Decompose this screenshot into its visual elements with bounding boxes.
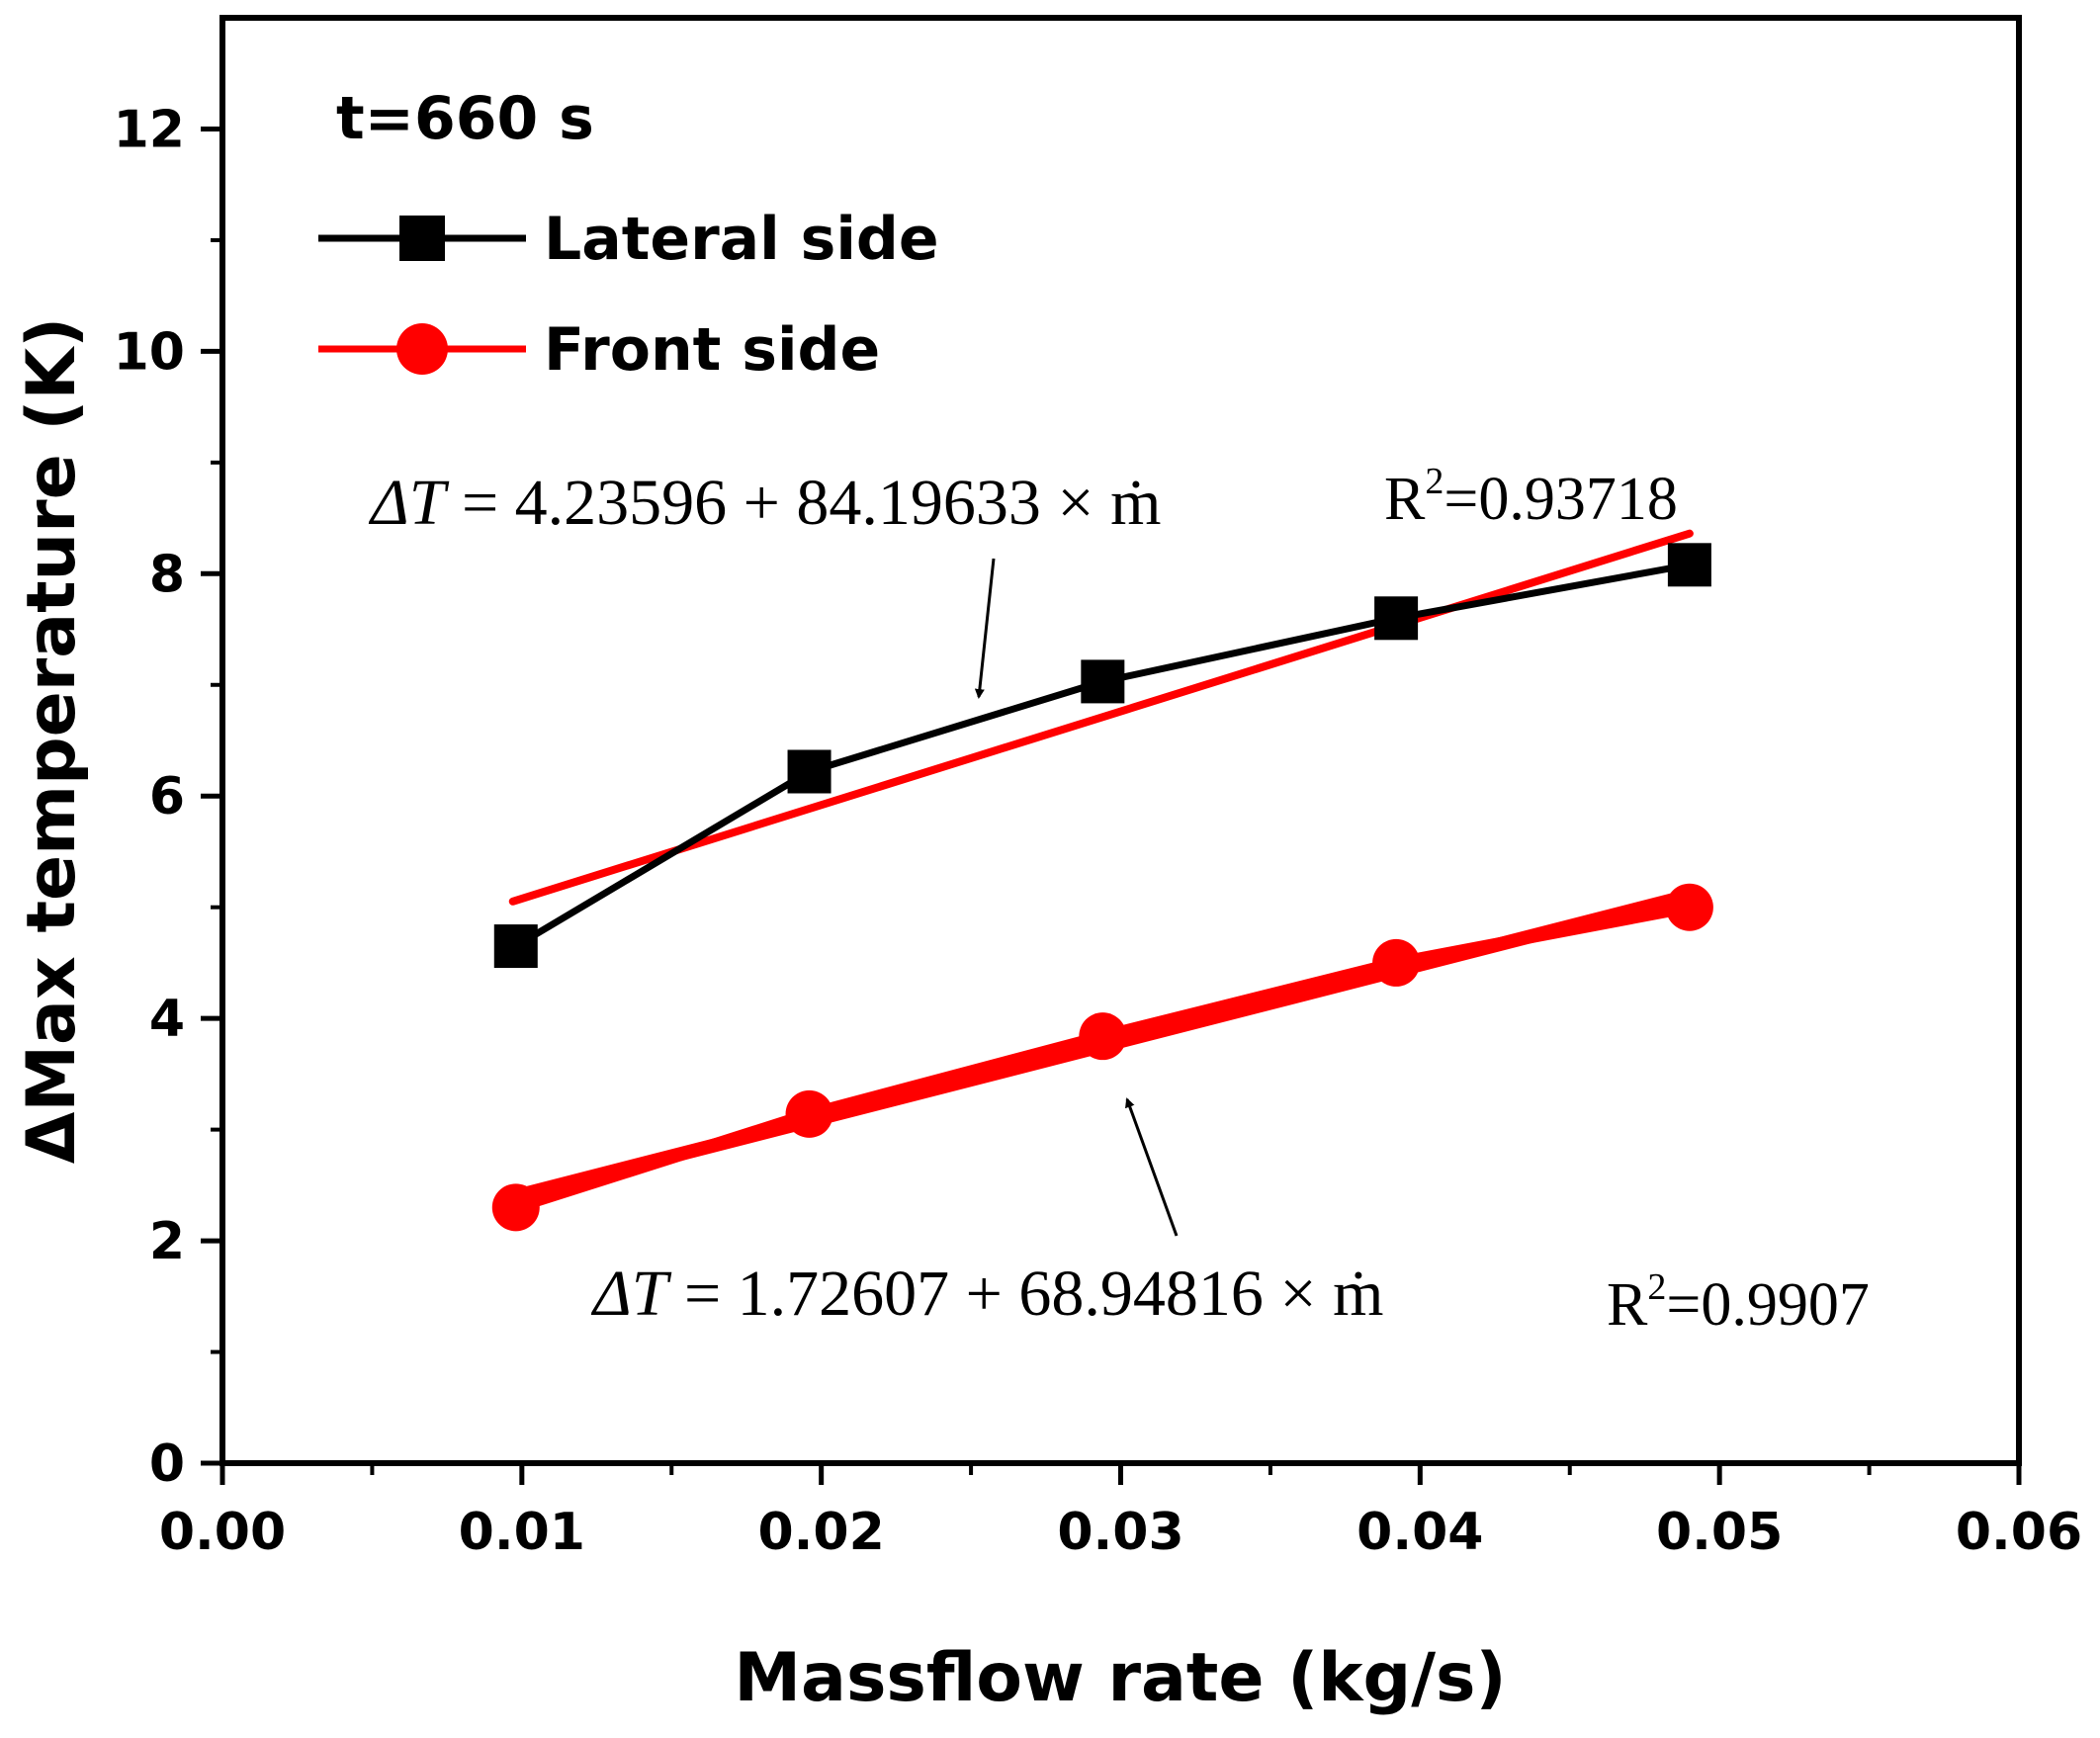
data-point-lateral [787, 749, 831, 794]
r2-lateral-superscript: 2 [1425, 461, 1444, 502]
legend: Lateral side Front side [318, 205, 939, 385]
y-tick-label: 10 [114, 322, 185, 382]
data-point-lateral [1667, 543, 1711, 587]
legend-marker-circle [396, 323, 448, 375]
r2-front-label: R [1607, 1271, 1648, 1339]
equation-front-lhs: ΔT [590, 1258, 672, 1330]
x-tick-label: 0.05 [1656, 1503, 1783, 1562]
legend-label-front: Front side [544, 315, 880, 385]
svg-text:ΔT = 4.23596 + 84.19633 × ṁ: ΔT = 4.23596 + 84.19633 × ṁ [368, 467, 1161, 539]
equation-lateral-lhs: ΔT [368, 467, 450, 539]
r2-lateral-label: R [1384, 466, 1426, 533]
x-tick-label: 0.06 [1956, 1503, 2082, 1562]
svg-text:R2=0.93718: R2=0.93718 [1384, 461, 1678, 533]
data-point-front [1079, 1012, 1127, 1061]
data-point-lateral [1374, 596, 1419, 641]
x-tick-label: 0.01 [459, 1503, 585, 1562]
series-line-lateral [513, 561, 1691, 950]
r2-front-superscript: 2 [1647, 1266, 1666, 1308]
data-point-front [491, 1183, 540, 1232]
r2-lateral-value: =0.93718 [1444, 466, 1677, 533]
arrow-lateral [974, 558, 996, 699]
data-point-lateral [493, 924, 538, 969]
time-label: t=660 s [336, 84, 594, 153]
arrow-front [1125, 1097, 1179, 1237]
fit-lines [508, 529, 1697, 1203]
x-tick-label: 0.03 [1057, 1503, 1183, 1562]
y-tick-label: 4 [149, 990, 185, 1049]
y-tick-label: 0 [149, 1434, 185, 1494]
fit-line-lateral [508, 529, 1694, 906]
x-tick-label: 0.00 [159, 1503, 286, 1562]
data-point-front [785, 1089, 833, 1138]
x-tick-label: 0.04 [1356, 1503, 1483, 1562]
y-tick-label: 8 [149, 545, 185, 604]
y-tick-label: 6 [149, 767, 185, 826]
y-axis-title: ΔMax temperature (K) [13, 317, 91, 1165]
legend-label-lateral: Lateral side [544, 205, 939, 274]
svg-text:ΔT = 1.72607 + 68.94816 × ṁ: ΔT = 1.72607 + 68.94816 × ṁ [590, 1258, 1383, 1330]
y-axis-ticks: 0 2 4 6 8 10 12 [114, 100, 222, 1494]
data-point-front [1665, 883, 1713, 931]
legend-marker-square [399, 216, 445, 261]
data-point-lateral [1081, 659, 1125, 704]
equation-front-rhs: = 1.72607 + 68.94816 × ṁ [667, 1258, 1383, 1330]
svg-text:R2=0.9907: R2=0.9907 [1607, 1266, 1870, 1339]
equation-lateral: ΔT = 4.23596 + 84.19633 × ṁ R2=0.93718 [368, 461, 1678, 539]
x-tick-label: 0.02 [758, 1503, 885, 1562]
data-series [491, 543, 1713, 1232]
data-point-front [1372, 938, 1421, 987]
equation-lateral-rhs: = 4.23596 + 84.19633 × ṁ [445, 467, 1161, 539]
y-tick-label: 12 [114, 100, 185, 159]
equation-front: ΔT = 1.72607 + 68.94816 × ṁ R2=0.9907 [590, 1258, 1870, 1339]
plot-frame [219, 15, 2022, 1466]
y-tick-label: 2 [149, 1212, 185, 1271]
x-axis-title: Massflow rate (kg/s) [734, 1639, 1506, 1717]
r2-front-value: =0.9907 [1666, 1271, 1869, 1339]
x-axis-ticks: 0.00 0.01 0.02 0.03 0.04 0.05 0.06 [159, 1463, 2082, 1562]
